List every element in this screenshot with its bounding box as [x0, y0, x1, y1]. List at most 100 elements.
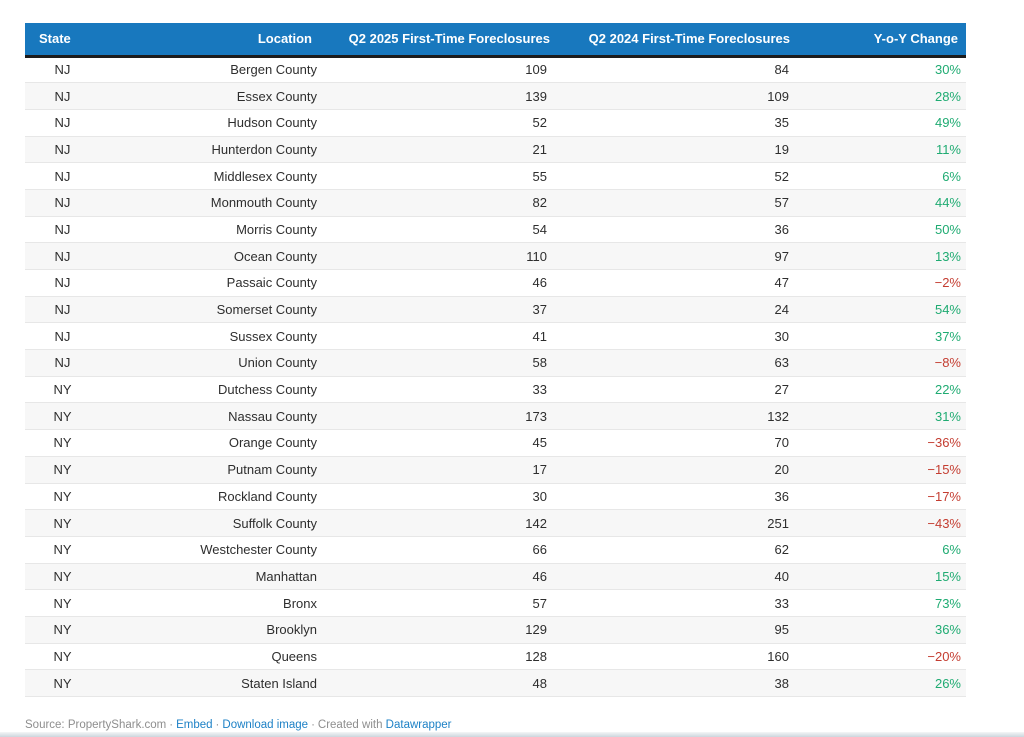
cell-yoy-change: 11% — [800, 136, 966, 164]
cell-q2-2024-value: 19 — [560, 136, 800, 164]
cell-location: Union County — [100, 349, 330, 377]
cell-state: NJ — [25, 136, 100, 164]
datawrapper-link[interactable]: Datawrapper — [385, 719, 452, 731]
cell-q2-2025-value: 173 — [330, 402, 560, 431]
cell-q2-2025-value: 109 — [330, 56, 560, 84]
cell-yoy-change: 36% — [800, 616, 966, 644]
embed-link[interactable]: Embed — [176, 719, 213, 731]
table-row: NJ Passaic County 46 47 −2% — [25, 269, 966, 297]
cell-state: NY — [25, 509, 100, 537]
cell-state: NY — [25, 563, 100, 591]
cell-state: NY — [25, 429, 100, 457]
cell-location: Staten Island — [100, 669, 330, 697]
cell-q2-2025-value: 82 — [330, 189, 560, 217]
created-with-text: Created with — [317, 719, 383, 731]
cell-yoy-change: −2% — [800, 269, 966, 297]
table-row: NJ Middlesex County 55 52 6% — [25, 162, 966, 190]
cell-q2-2024-value: 47 — [560, 269, 800, 297]
cell-state: NY — [25, 536, 100, 564]
cell-q2-2024-value: 40 — [560, 563, 800, 591]
cell-q2-2025-value: 30 — [330, 483, 560, 511]
separator-dot: · — [169, 719, 174, 731]
cell-yoy-change: 28% — [800, 82, 966, 110]
cell-q2-2024-value: 251 — [560, 509, 800, 537]
table-row: NY Westchester County 66 62 6% — [25, 536, 966, 564]
cell-yoy-change: 26% — [800, 669, 966, 697]
source-text: Source: PropertyShark.com — [25, 719, 167, 731]
download-image-link[interactable]: Download image — [222, 719, 309, 731]
cell-q2-2024-value: 52 — [560, 162, 800, 190]
cell-location: Queens — [100, 643, 330, 671]
cell-yoy-change: −17% — [800, 483, 966, 511]
cell-state: NY — [25, 376, 100, 404]
cell-yoy-change: −43% — [800, 509, 966, 537]
cell-yoy-change: 6% — [800, 536, 966, 564]
cell-yoy-change: 15% — [800, 563, 966, 591]
table-row: NY Putnam County 17 20 −15% — [25, 456, 966, 484]
cell-state: NY — [25, 669, 100, 697]
table-row: NJ Essex County 139 109 28% — [25, 82, 966, 110]
cell-yoy-change: 44% — [800, 189, 966, 217]
cell-yoy-change: 31% — [800, 402, 966, 431]
cell-q2-2024-value: 63 — [560, 349, 800, 377]
table-row: NY Dutchess County 33 27 22% — [25, 376, 966, 404]
cell-location: Hudson County — [100, 109, 330, 137]
table-row: NY Staten Island 48 38 26% — [25, 669, 966, 697]
cell-location: Brooklyn — [100, 616, 330, 644]
cell-yoy-change: 37% — [800, 322, 966, 351]
table-row: NJ Morris County 54 36 50% — [25, 216, 966, 244]
cell-q2-2025-value: 58 — [330, 349, 560, 377]
cell-yoy-change: 30% — [800, 56, 966, 84]
cell-state: NJ — [25, 349, 100, 377]
table-row: NY Manhattan 46 40 15% — [25, 563, 966, 591]
cell-yoy-change: 54% — [800, 296, 966, 324]
cell-location: Westchester County — [100, 536, 330, 564]
column-header-q2-2024-foreclosures: Q2 2024 First-Time Foreclosures — [560, 23, 800, 58]
table-row: NY Queens 128 160 −20% — [25, 643, 966, 671]
cell-q2-2025-value: 17 — [330, 456, 560, 484]
table-row: NY Nassau County 173 132 31% — [25, 402, 966, 431]
cell-location: Monmouth County — [100, 189, 330, 217]
cell-q2-2024-value: 36 — [560, 483, 800, 511]
table-row: NY Orange County 45 70 −36% — [25, 429, 966, 457]
table-row: NJ Hudson County 52 35 49% — [25, 109, 966, 137]
table-row: NJ Hunterdon County 21 19 11% — [25, 136, 966, 164]
cell-q2-2025-value: 142 — [330, 509, 560, 537]
cell-state: NY — [25, 402, 100, 431]
chart-footer: Source: PropertyShark.com · Embed · Download… — [25, 719, 452, 731]
cell-location: Rockland County — [100, 483, 330, 511]
cell-location: Bronx — [100, 589, 330, 617]
cell-q2-2024-value: 97 — [560, 242, 800, 270]
cell-state: NJ — [25, 216, 100, 244]
cell-location: Putnam County — [100, 456, 330, 484]
cell-q2-2024-value: 33 — [560, 589, 800, 617]
cell-yoy-change: 6% — [800, 162, 966, 190]
table-row: NJ Union County 58 63 −8% — [25, 349, 966, 377]
cell-location: Passaic County — [100, 269, 330, 297]
cell-q2-2024-value: 84 — [560, 56, 800, 84]
cell-state: NJ — [25, 56, 100, 84]
column-header-q2-2025-foreclosures: Q2 2025 First-Time Foreclosures — [330, 23, 560, 58]
cell-yoy-change: −15% — [800, 456, 966, 484]
cell-yoy-change: 73% — [800, 589, 966, 617]
cell-q2-2024-value: 30 — [560, 322, 800, 351]
cell-q2-2025-value: 129 — [330, 616, 560, 644]
cell-q2-2024-value: 20 — [560, 456, 800, 484]
cell-q2-2024-value: 62 — [560, 536, 800, 564]
cell-location: Ocean County — [100, 242, 330, 270]
cell-state: NY — [25, 456, 100, 484]
cell-q2-2025-value: 46 — [330, 269, 560, 297]
table-row: NY Suffolk County 142 251 −43% — [25, 509, 966, 537]
cell-yoy-change: 49% — [800, 109, 966, 137]
column-header-state: State — [25, 23, 100, 58]
cell-state: NY — [25, 589, 100, 617]
table-body: NJ Bergen County 109 84 30% NJ Essex County 139… — [25, 56, 966, 697]
cell-state: NY — [25, 616, 100, 644]
cell-q2-2025-value: 139 — [330, 82, 560, 110]
cell-q2-2024-value: 109 — [560, 82, 800, 110]
cell-q2-2025-value: 21 — [330, 136, 560, 164]
table-row: NJ Ocean County 110 97 13% — [25, 242, 966, 270]
cell-location: Sussex County — [100, 322, 330, 351]
column-header-yoy-change: Y-o-Y Change — [800, 23, 966, 58]
cell-q2-2024-value: 36 — [560, 216, 800, 244]
